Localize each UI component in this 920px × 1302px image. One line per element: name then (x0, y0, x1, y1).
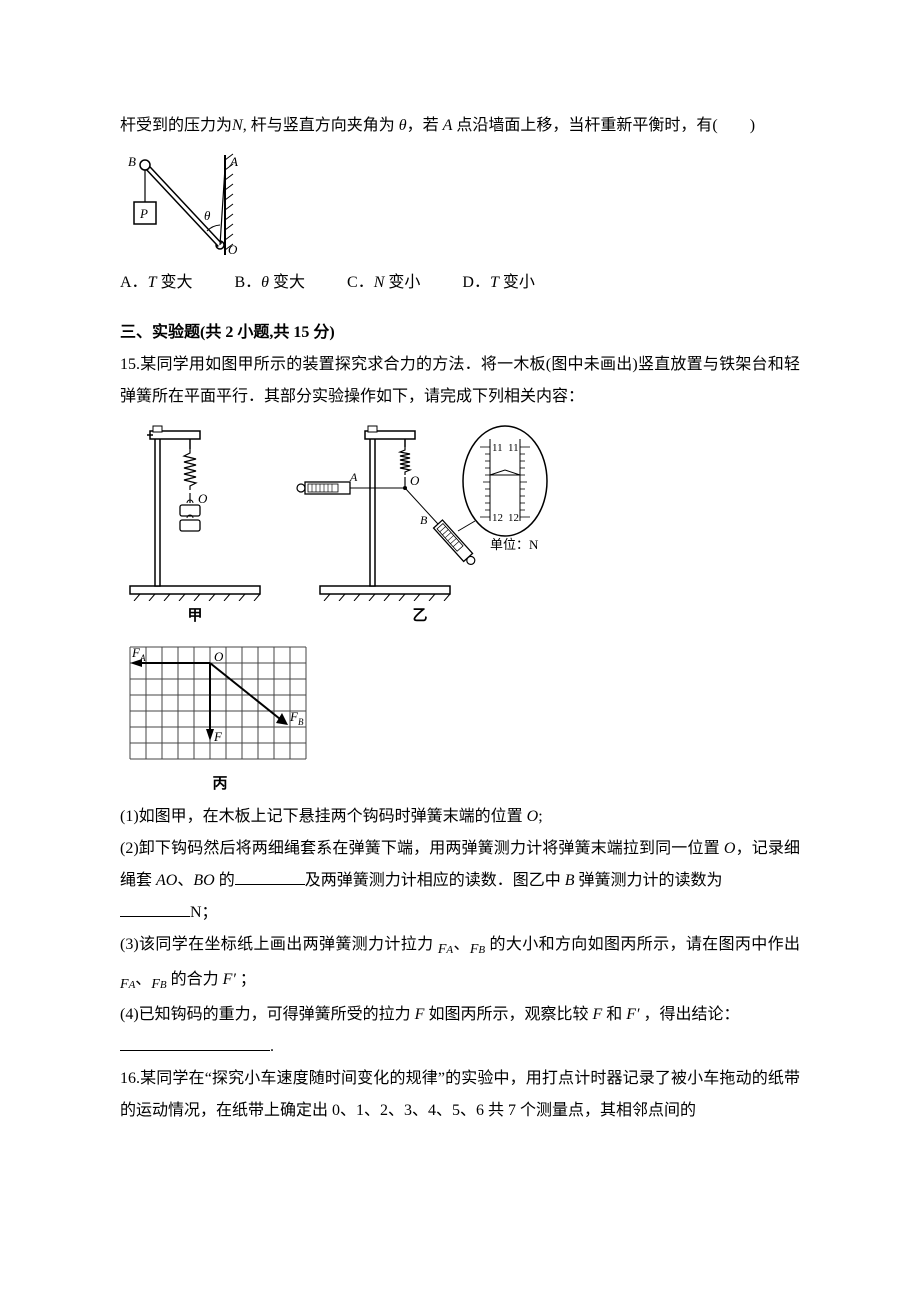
fig-bing-wrap: O FA FB F 丙 (120, 639, 320, 799)
fig-bing: O FA FB F (120, 639, 320, 769)
q14-var-A: A (443, 117, 453, 134)
fig-yi-wrap: O A B (290, 421, 550, 631)
label-P: P (139, 206, 148, 221)
blank-3[interactable] (120, 1034, 270, 1051)
label-O: O (228, 242, 238, 257)
fig-jia-wrap: O 甲 (120, 421, 270, 631)
caption-jia: 甲 (120, 601, 270, 631)
q14-text-2: , 杆与竖直方向夹角为 (243, 117, 399, 134)
jia-label-O: O (198, 491, 208, 506)
scale-11-R: 11 (508, 442, 519, 454)
blank-1[interactable] (235, 868, 305, 885)
q14-text-4: 点沿墙面上移，当杆重新平衡时，有( ) (452, 117, 755, 134)
q14-diagram: P θ B A O (120, 150, 250, 265)
q14-diagram-wrap: P θ B A O (120, 150, 800, 265)
q15-p1: (1)如图甲，在木板上记下悬挂两个钩码时弹簧末端的位置 O; (120, 801, 800, 833)
label-A: A (229, 154, 238, 169)
bing-FB: FB (289, 709, 304, 727)
scale-12-L: 12 (492, 512, 503, 524)
q15-fig-row-1: O 甲 O A (120, 421, 800, 631)
choice-A: A．T 变大 (120, 267, 192, 299)
q15-fig-row-2: O FA FB F 丙 (120, 639, 800, 799)
bing-F: F (213, 729, 223, 744)
choice-D: D．T 变小 (462, 267, 534, 299)
label-B: B (128, 154, 136, 169)
choice-C: C．N 变小 (347, 267, 420, 299)
p3-FA: FA (438, 944, 453, 956)
label-theta: θ (204, 208, 211, 223)
unit-label: 单位：N (490, 537, 539, 552)
caption-bing: 丙 (120, 769, 320, 799)
q15-intro: 15.某同学用如图甲所示的装置探究求合力的方法．将一木板(图中未画出)竖直放置与… (120, 349, 800, 413)
q16-text: 16.某同学在“探究小车速度随时间变化的规律”的实验中，用打点计时器记录了被小车… (120, 1063, 800, 1127)
section3-heading: 三、实验题(共 2 小题,共 15 分) (120, 317, 800, 349)
caption-yi: 乙 (290, 601, 550, 631)
q14-text-1: 杆受到的压力为 (120, 117, 232, 134)
p3-FB: FB (470, 944, 485, 956)
q14-var-theta: θ (399, 117, 407, 134)
q14-var-N: N (232, 117, 243, 134)
q14-text-3: ，若 (407, 117, 443, 134)
blank-2[interactable] (120, 900, 190, 917)
scale-11-L: 11 (492, 442, 503, 454)
fig-jia: O (120, 421, 270, 601)
choice-B: B．θ 变大 (234, 267, 305, 299)
q14-choices: A．T 变大 B．θ 变大 C．N 变小 D．T 变小 (120, 267, 800, 299)
q15-p3: (3)该同学在坐标纸上画出两弹簧测力计拉力 FA、FB 的大小和方向如图丙所示，… (120, 929, 800, 999)
q15-p4: (4)已知钩码的重力，可得弹簧所受的拉力 F 如图丙所示，观察比较 F 和 F′… (120, 999, 800, 1063)
yi-label-B: B (420, 513, 428, 527)
yi-label-O: O (410, 473, 420, 488)
bing-O: O (214, 649, 224, 664)
q14-tail: 杆受到的压力为N, 杆与竖直方向夹角为 θ，若 A 点沿墙面上移，当杆重新平衡时… (120, 110, 800, 142)
scale-12-R: 12 (508, 512, 519, 524)
q15-p2: (2)卸下钩码然后将两细绳套系在弹簧下端，用两弹簧测力计将弹簧末端拉到同一位置 … (120, 833, 800, 929)
fig-yi: O A B (290, 421, 550, 601)
